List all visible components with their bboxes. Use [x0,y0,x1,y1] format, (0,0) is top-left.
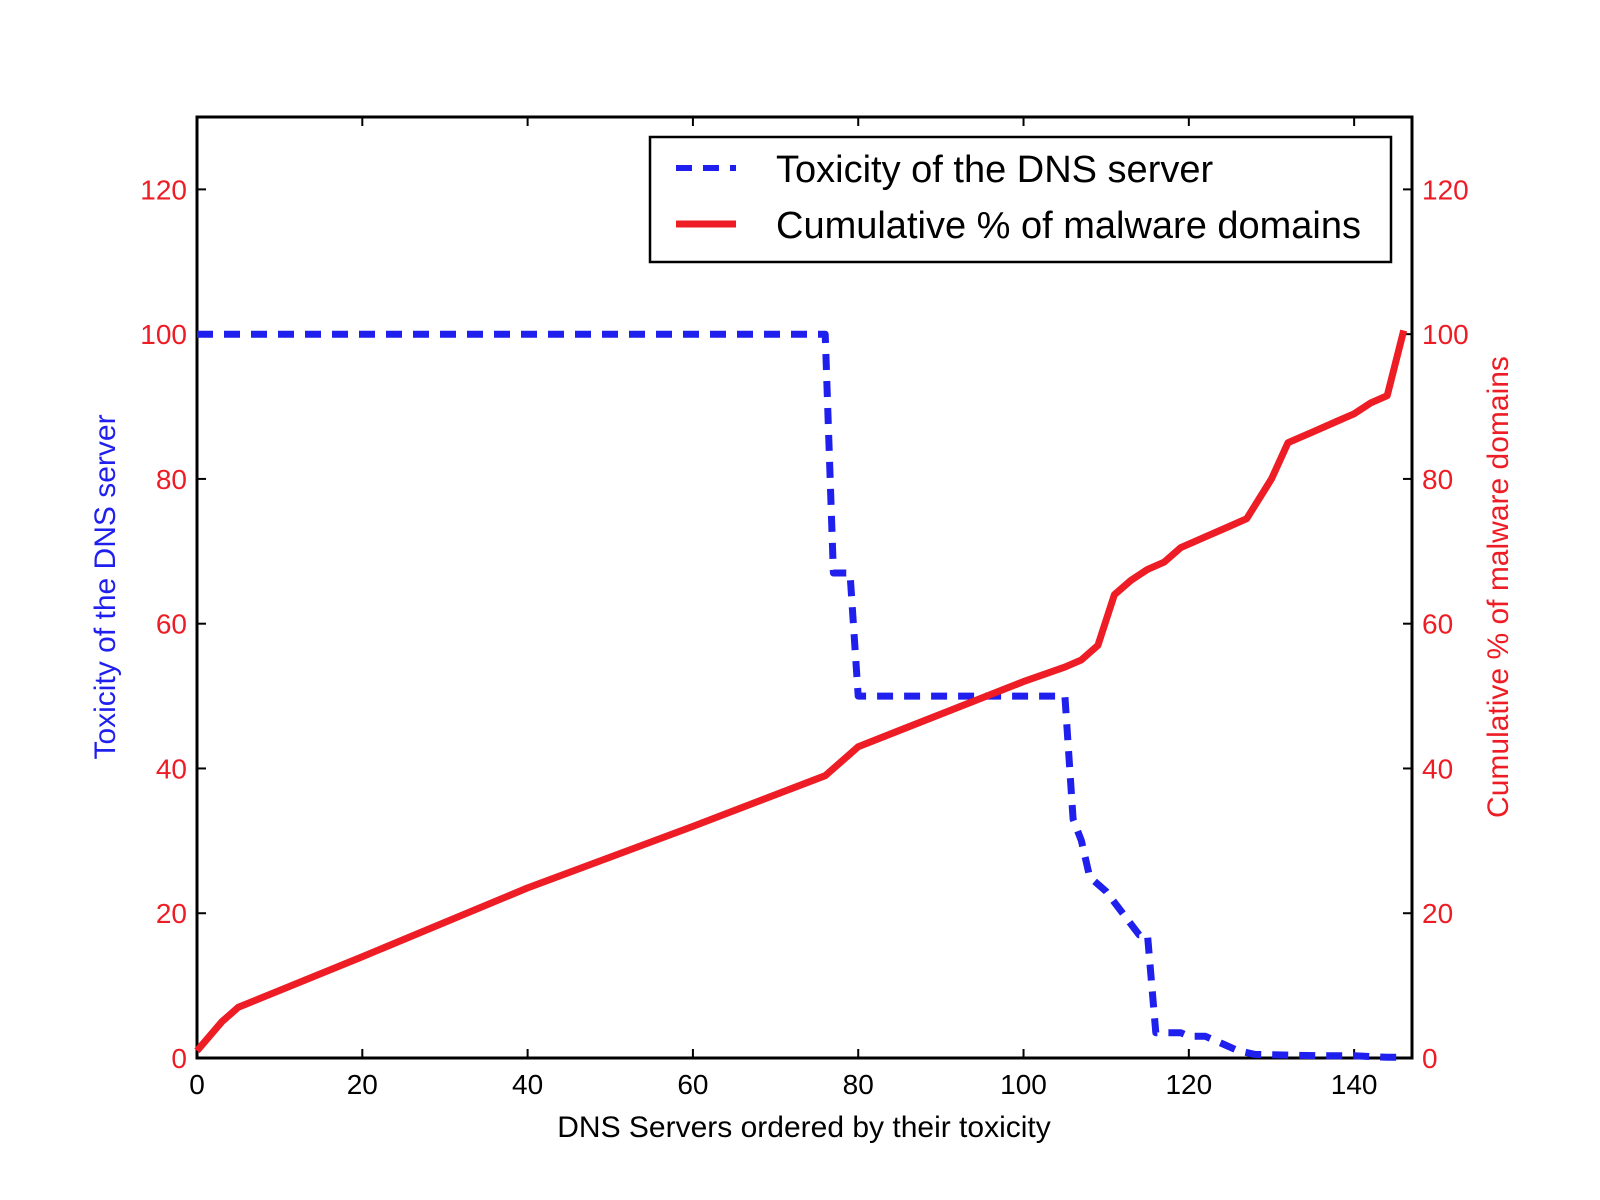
x-tick-label: 140 [1331,1069,1378,1100]
toxicity-series-line [197,330,1404,1061]
right-y-tick-label: 60 [1422,609,1453,640]
left-y-tick-label: 100 [140,319,187,350]
left-y-tick-label: 120 [140,174,187,205]
x-tick-label: 20 [347,1069,378,1100]
right-y-axis: 0 20 40 60 80 100 120 [1403,174,1469,1074]
right-y-tick-label: 0 [1422,1043,1438,1074]
right-y-tick-label: 40 [1422,753,1453,784]
x-tick-label: 100 [1000,1069,1047,1100]
right-y-tick-label: 80 [1422,464,1453,495]
left-y-axis: 0 20 40 60 80 100 120 [140,174,206,1074]
right-y-axis-title: Cumulative % of malware domains [1482,356,1515,818]
legend: Toxicity of the DNS server Cumulative % … [648,135,1393,264]
x-tick-label: 40 [512,1069,543,1100]
legend-label-cumulative: Cumulative % of malware domains [776,205,1361,247]
x-axis-title: DNS Servers ordered by their toxicity [557,1111,1051,1144]
plot-area [195,115,1414,1060]
series-layer [194,329,1408,1061]
x-tick-label: 120 [1165,1069,1212,1100]
right-y-tick-label: 20 [1422,898,1453,929]
left-y-tick-label: 40 [156,753,187,784]
cumulative-series-line [194,329,1408,1054]
left-y-tick-label: 0 [171,1043,187,1074]
right-y-tick-label: 120 [1422,174,1469,205]
left-y-tick-label: 20 [156,898,187,929]
x-tick-label: 80 [843,1069,874,1100]
x-tick-label: 60 [677,1069,708,1100]
left-y-axis-title: Toxicity of the DNS server [89,414,122,759]
x-tick-label: 0 [189,1069,205,1100]
left-y-tick-label: 60 [156,609,187,640]
legend-label-toxicity: Toxicity of the DNS server [776,149,1213,191]
legend-box [648,135,1393,264]
right-y-tick-label: 100 [1422,319,1469,350]
plot-frame [195,115,1414,1060]
left-y-tick-label: 80 [156,464,187,495]
x-axis: 0 20 40 60 80 100 120 140 [189,117,1378,1100]
